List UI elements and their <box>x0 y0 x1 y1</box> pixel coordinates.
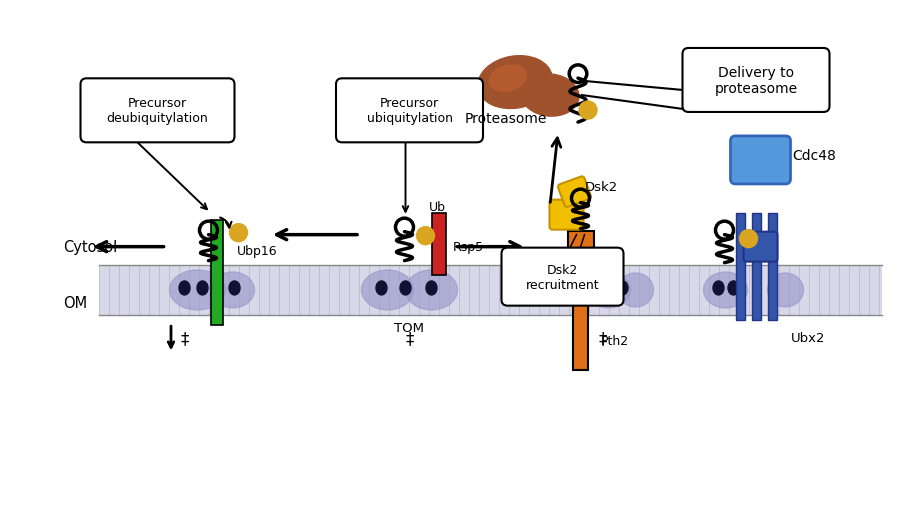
Text: ‡: ‡ <box>180 330 189 347</box>
Text: Precursor
deubiquitylation: Precursor deubiquitylation <box>106 97 209 125</box>
Ellipse shape <box>587 272 631 309</box>
Bar <box>99 265 882 316</box>
Text: ‡: ‡ <box>405 330 414 347</box>
Bar <box>752 213 761 321</box>
Ellipse shape <box>169 270 226 311</box>
Text: TOM: TOM <box>394 321 425 334</box>
Ellipse shape <box>617 273 653 308</box>
FancyBboxPatch shape <box>501 248 624 306</box>
Text: Proteasome: Proteasome <box>465 112 547 126</box>
Text: OM: OM <box>63 295 87 311</box>
Bar <box>568 231 593 263</box>
Circle shape <box>230 224 248 242</box>
FancyBboxPatch shape <box>731 137 790 184</box>
Circle shape <box>417 227 435 245</box>
Ellipse shape <box>521 75 579 117</box>
Ellipse shape <box>229 281 240 295</box>
Text: Ub: Ub <box>429 201 446 214</box>
Text: Cytosol: Cytosol <box>63 240 117 255</box>
Circle shape <box>579 102 597 120</box>
Ellipse shape <box>704 272 748 309</box>
Ellipse shape <box>211 272 255 309</box>
Text: Dsk2
recruitment: Dsk2 recruitment <box>526 263 599 291</box>
Bar <box>768 213 777 321</box>
Ellipse shape <box>376 281 387 295</box>
Circle shape <box>740 230 758 248</box>
FancyBboxPatch shape <box>743 232 778 262</box>
Text: Ubp16: Ubp16 <box>237 244 277 258</box>
Ellipse shape <box>426 281 437 295</box>
Text: Ubx2: Ubx2 <box>790 331 825 344</box>
FancyBboxPatch shape <box>336 79 483 143</box>
Bar <box>736 213 745 321</box>
FancyBboxPatch shape <box>550 200 583 230</box>
FancyBboxPatch shape <box>558 177 591 208</box>
Ellipse shape <box>728 281 739 295</box>
Text: ‡: ‡ <box>598 330 607 347</box>
Ellipse shape <box>478 57 553 109</box>
Ellipse shape <box>400 281 411 295</box>
Text: Delivery to
proteasome: Delivery to proteasome <box>715 66 797 96</box>
Ellipse shape <box>768 273 804 308</box>
Text: Rsp5: Rsp5 <box>453 241 483 254</box>
Ellipse shape <box>713 281 724 295</box>
FancyBboxPatch shape <box>682 49 830 113</box>
Text: Pth2: Pth2 <box>600 334 628 347</box>
Ellipse shape <box>617 281 628 295</box>
Text: Precursor
ubiquitylation: Precursor ubiquitylation <box>366 97 453 125</box>
Ellipse shape <box>197 281 208 295</box>
Text: Cdc48: Cdc48 <box>793 148 836 163</box>
Text: Dsk2: Dsk2 <box>584 181 617 194</box>
Ellipse shape <box>490 66 526 92</box>
Ellipse shape <box>406 270 457 311</box>
Bar <box>211 220 222 326</box>
Bar <box>573 248 588 371</box>
Ellipse shape <box>179 281 190 295</box>
FancyBboxPatch shape <box>80 79 235 143</box>
Bar <box>433 213 446 275</box>
Ellipse shape <box>595 281 606 295</box>
Ellipse shape <box>362 270 413 311</box>
